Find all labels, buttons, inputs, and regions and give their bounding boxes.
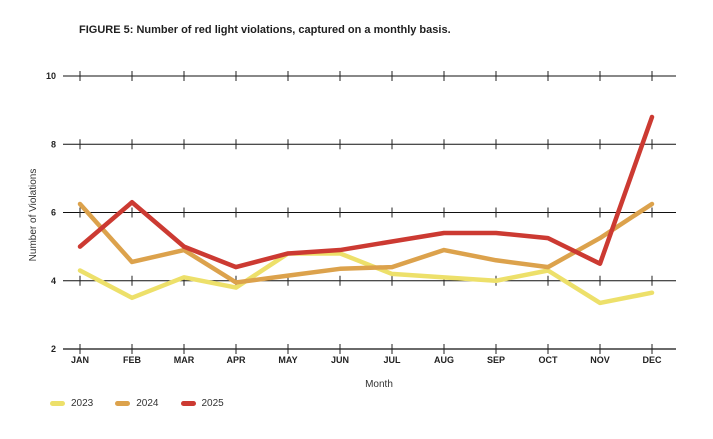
x-tick-label: OCT — [539, 355, 559, 365]
y-tick-label: 6 — [51, 208, 56, 218]
legend-swatch — [50, 401, 65, 406]
gridlines — [63, 75, 676, 350]
figure-caption: Number of red light violations, captured… — [136, 24, 451, 36]
x-tick-label: MAY — [278, 355, 297, 365]
y-tick-labels: 2 4 6 8 10 — [46, 71, 56, 354]
legend-swatch — [180, 401, 196, 406]
x-tick-label: NOV — [590, 355, 610, 365]
legend-item-2024: 2024 — [115, 398, 159, 409]
legend-item-2025: 2025 — [180, 398, 224, 409]
x-tick-marks — [79, 71, 653, 354]
x-tick-label: AUG — [434, 355, 454, 365]
x-tick-label: JUN — [331, 355, 349, 365]
figure-label: FIGURE 5: — [79, 24, 134, 36]
series-line-2025 — [77, 114, 655, 270]
x-tick-label: FEB — [123, 355, 142, 365]
x-tick-label: DEC — [642, 355, 662, 365]
x-tick-label: MAR — [174, 355, 195, 365]
x-tick-label: SEP — [487, 355, 505, 365]
x-axis-label: Month — [365, 379, 393, 390]
y-tick-label: 4 — [51, 276, 56, 286]
figure-title: FIGURE 5: Number of red light violations… — [79, 24, 451, 36]
legend-label: 2023 — [71, 398, 94, 409]
x-tick-label: JUL — [383, 355, 401, 365]
legend-item-2023: 2023 — [50, 398, 93, 409]
legend-label: 2024 — [136, 398, 159, 409]
y-axis-label: Number of Violations — [28, 169, 39, 262]
x-tick-labels: JAN FEB MAR APR MAY JUN JUL AUG SEP OCT NOV DEC — [71, 355, 662, 365]
series-line-2024 — [77, 201, 655, 285]
legend-swatch — [115, 401, 131, 406]
x-tick-label: JAN — [71, 355, 89, 365]
series-lines — [77, 114, 655, 306]
y-tick-label: 2 — [51, 344, 56, 354]
legend-label: 2025 — [201, 398, 224, 409]
y-tick-label: 10 — [46, 71, 56, 81]
y-tick-label: 8 — [51, 139, 56, 149]
legend: 2023 2024 2025 — [50, 398, 246, 409]
series-line-2023 — [77, 251, 655, 306]
x-tick-label: APR — [226, 355, 246, 365]
